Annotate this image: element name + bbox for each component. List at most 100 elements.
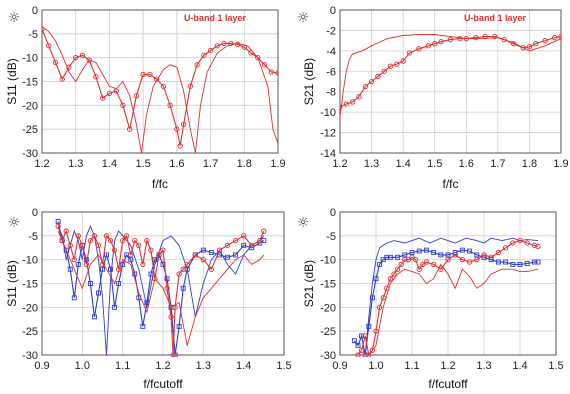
data-point	[520, 45, 526, 51]
data-point	[502, 245, 509, 251]
data-point	[180, 285, 186, 291]
data-point	[524, 261, 530, 266]
data-point	[207, 47, 214, 54]
data-point	[463, 35, 469, 42]
data-point	[140, 323, 146, 329]
data-point	[232, 237, 239, 244]
x-tick-label: 1.3	[68, 158, 83, 170]
series-line-1	[364, 237, 539, 356]
x-axis-label: f/fcutoff	[428, 377, 468, 391]
sun-icon[interactable]: ☼	[297, 215, 310, 231]
x-tick-label: 1.4	[102, 158, 117, 170]
data-point	[369, 347, 376, 353]
data-point	[376, 304, 383, 310]
data-point	[176, 323, 182, 329]
data-point	[431, 250, 437, 255]
data-point	[355, 352, 361, 357]
y-tick-label: -20	[22, 302, 38, 314]
data-point	[402, 252, 408, 258]
data-point	[492, 33, 498, 40]
y-axis-label: S11 (dB)	[5, 260, 19, 306]
data-point	[375, 73, 381, 80]
data-point	[152, 276, 158, 282]
data-point	[174, 126, 180, 132]
data-point	[369, 295, 375, 301]
data-point	[55, 219, 61, 224]
data-point	[423, 259, 430, 265]
data-point	[387, 254, 393, 260]
data-point	[75, 233, 81, 239]
x-tick-label: 1.2	[34, 158, 49, 170]
data-point	[275, 70, 278, 76]
data-point	[488, 254, 494, 260]
sun-icon[interactable]: ☼	[8, 215, 21, 231]
x-axis-label: f/fcutoff	[143, 377, 183, 391]
data-point	[200, 257, 206, 263]
data-point	[241, 233, 247, 239]
x-tick-label: 1.4	[512, 360, 527, 372]
data-point	[104, 252, 109, 258]
series-line-1	[57, 225, 265, 356]
series-group	[42, 26, 278, 154]
data-point	[257, 237, 263, 244]
data-point	[99, 261, 106, 268]
data-point	[156, 252, 162, 258]
x-tick-label: 1.8	[237, 158, 252, 170]
y-tick-label: -20	[22, 100, 38, 112]
x-tick-label: 1.3	[196, 360, 211, 372]
data-point	[52, 59, 59, 66]
data-point	[510, 41, 517, 47]
data-point	[425, 43, 432, 49]
data-point	[510, 261, 516, 267]
y-tick-label: -5	[28, 231, 38, 243]
data-point	[234, 41, 241, 47]
data-point	[75, 261, 81, 267]
data-point	[224, 242, 231, 249]
data-point	[542, 37, 548, 44]
data-point	[355, 343, 361, 348]
y-tick-label: -10	[320, 107, 336, 119]
data-point	[63, 228, 69, 234]
data-point	[108, 266, 114, 272]
data-point	[86, 57, 92, 63]
data-point	[42, 26, 45, 32]
series-group	[351, 237, 541, 357]
data-point	[100, 266, 105, 272]
data-point	[208, 250, 214, 255]
x-tick-label: 1.2	[332, 158, 347, 170]
data-point	[55, 223, 61, 229]
x-tick-label: 1.4	[395, 158, 410, 170]
data-point	[107, 237, 114, 244]
y-tick-label: 0	[32, 5, 38, 17]
y-tick-label: -5	[28, 29, 38, 41]
data-point	[216, 247, 223, 253]
data-point	[164, 285, 170, 291]
data-point	[445, 257, 451, 263]
data-point	[79, 52, 86, 58]
data-point	[111, 247, 118, 253]
data-point	[93, 74, 99, 80]
data-point	[132, 237, 138, 244]
data-point	[200, 247, 206, 253]
data-point	[409, 254, 415, 260]
data-point	[373, 276, 379, 282]
data-point	[447, 36, 454, 43]
data-point	[228, 40, 234, 47]
data-point	[127, 126, 133, 132]
data-point	[120, 102, 126, 108]
data-point	[144, 237, 150, 244]
y-tick-label: -15	[320, 279, 336, 291]
data-point	[140, 71, 146, 78]
chart-panel-4: 0.9 1.0 1.1 1.2 1.3 1.4 1.5 0 -5 -10 -15 -20 -25 -30 f…	[297, 207, 564, 391]
data-point	[91, 233, 98, 239]
sun-icon[interactable]: ☼	[8, 10, 21, 26]
series-line-4	[357, 240, 539, 357]
data-point	[180, 266, 186, 272]
sun-icon[interactable]: ☼	[297, 10, 310, 26]
series-line-2	[353, 249, 538, 356]
data-point	[241, 44, 247, 50]
data-point	[136, 242, 142, 249]
data-point	[381, 68, 387, 74]
series-group	[55, 219, 267, 357]
data-point	[192, 252, 198, 258]
